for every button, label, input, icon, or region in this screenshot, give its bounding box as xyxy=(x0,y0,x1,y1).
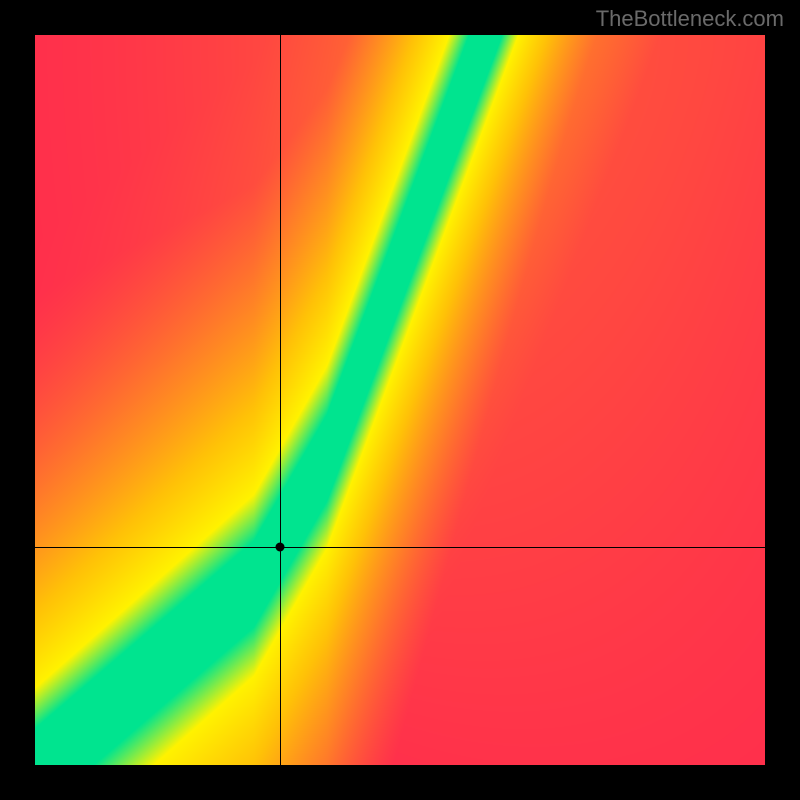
crosshair-vertical xyxy=(280,35,281,765)
watermark: TheBottleneck.com xyxy=(596,6,784,32)
heatmap-plot xyxy=(35,35,765,765)
crosshair-horizontal xyxy=(35,547,765,548)
crosshair-point xyxy=(275,543,284,552)
heatmap-canvas xyxy=(35,35,765,765)
